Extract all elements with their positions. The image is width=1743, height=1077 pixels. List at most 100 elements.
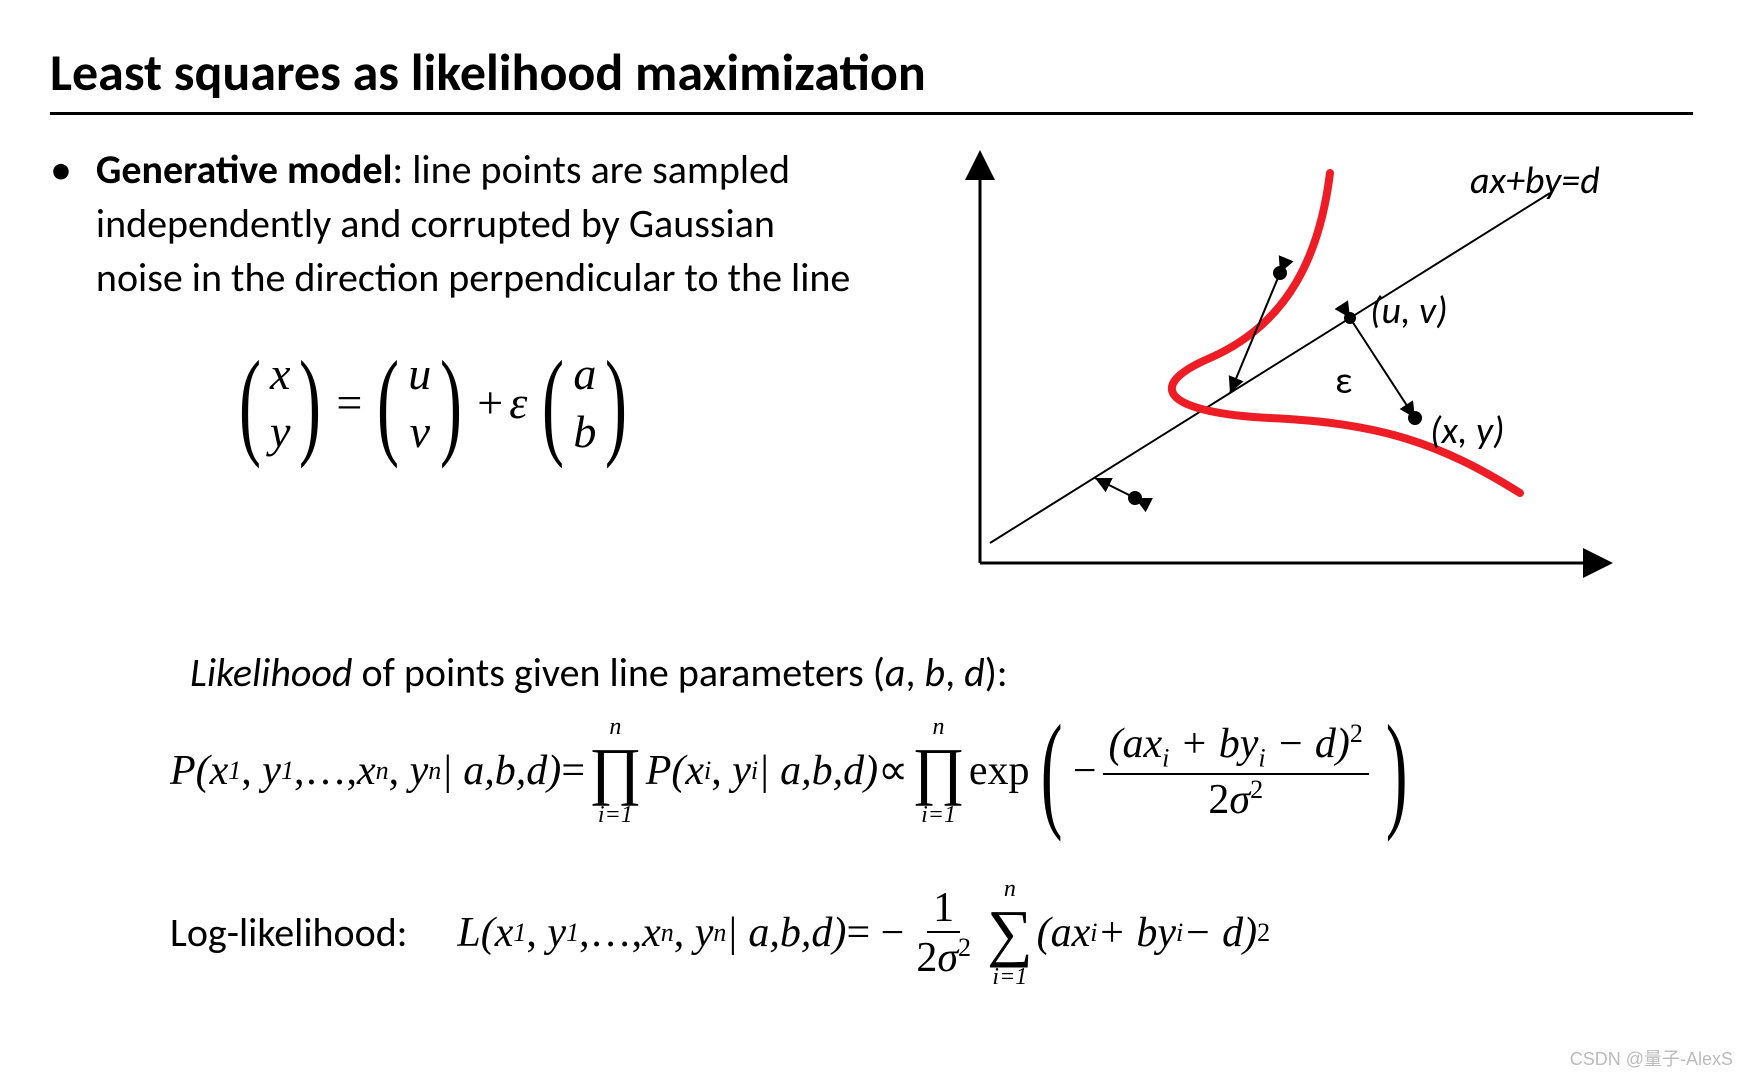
yn1: y <box>410 750 429 792</box>
den-2a: 2 <box>1208 777 1229 823</box>
sq2: 2 <box>1250 775 1263 804</box>
loglikelihood-label: Log-likelihood: <box>170 913 407 953</box>
vec-y: y <box>270 403 290 461</box>
yi1: y <box>732 750 751 792</box>
subi6: i <box>1176 920 1183 946</box>
product-2: n ∏ i=1 <box>912 715 965 827</box>
divider <box>50 112 1693 115</box>
vec-b: b <box>573 403 596 461</box>
bullet-text: Generative model: line points are sample… <box>96 143 870 305</box>
prod-bot-1: i=1 <box>598 803 633 827</box>
y1b: y <box>547 912 566 954</box>
subi4: i <box>1258 743 1265 772</box>
den-sig: σ <box>1229 777 1250 823</box>
vec-u: u <box>408 345 431 403</box>
uv-label: (u, v) <box>1370 288 1448 334</box>
lh-a: a <box>885 648 906 697</box>
xy-label: (x, y) <box>1430 408 1505 454</box>
propto: ∝ <box>878 750 908 792</box>
product-1: n ∏ i=1 <box>589 715 642 827</box>
perp-1 <box>1230 273 1280 393</box>
c1a: , <box>241 750 252 792</box>
vec-ab: ( a b ) <box>533 345 636 460</box>
vec-uv: ( u v ) <box>368 345 471 460</box>
equation-likelihood: P(x1, y1,…,xn, yn | a,b,d) = n ∏ i=1 P(x… <box>170 715 1693 827</box>
plus-sign: + <box>477 376 503 429</box>
yn2: y <box>695 912 714 954</box>
L-open: L(x <box>457 912 513 954</box>
likelihood-rest: of points given line parameters ( <box>353 648 885 697</box>
figure: ax+by=d (u, v) (x, y) ε <box>910 143 1630 598</box>
num-1: 1 <box>927 885 960 933</box>
equation-vector: ( x y ) = ( u v ) + ε ( a <box>230 345 870 460</box>
rparen-big: ) <box>1386 716 1408 827</box>
eq-sign: = <box>336 376 362 429</box>
sq3: 2 <box>958 933 971 962</box>
subn3: n <box>661 920 674 946</box>
vec-a: a <box>573 345 596 403</box>
epsilon: ε <box>509 376 527 429</box>
vec-xy: ( x y ) <box>230 345 330 460</box>
lh-c2: , <box>945 648 964 697</box>
likelihood-italic: Likelihood <box>190 648 353 697</box>
dots1: ,…, <box>294 750 357 792</box>
c5a: , <box>674 912 685 954</box>
lh-d: d <box>964 648 985 697</box>
watermark: CSDN @量子-AlexS <box>1570 1045 1733 1071</box>
fraction-exp: (axi + byi − d)2 2σ2 <box>1103 719 1369 823</box>
subn4: n <box>713 920 726 946</box>
slide-title: Least squares as likelihood maximization <box>50 40 1693 104</box>
vec-x: x <box>270 345 290 403</box>
bullet-marker: • <box>50 143 72 196</box>
vec-v: v <box>410 403 430 461</box>
num-by: + by <box>1169 721 1258 767</box>
c3a: , <box>711 750 722 792</box>
eqsign1: = <box>561 750 585 792</box>
lh-b: b <box>925 648 946 697</box>
den-2b: 2 <box>916 935 937 981</box>
num-ax: (ax <box>1109 721 1163 767</box>
minus: − <box>1073 750 1097 792</box>
dots2: ,…, <box>579 912 642 954</box>
sub1d: 1 <box>566 920 579 946</box>
bullet-bold: Generative model <box>96 145 393 194</box>
cond1: | a,b,d) <box>441 750 561 792</box>
exp: exp <box>969 750 1030 792</box>
figure-svg: ax+by=d (u, v) (x, y) ε <box>910 143 1630 593</box>
term-d: − d) <box>1183 912 1257 954</box>
sq1: 2 <box>1350 719 1363 748</box>
sum-bot: i=1 <box>992 965 1027 989</box>
c4a: , <box>526 912 537 954</box>
perp-2 <box>1095 478 1135 498</box>
cond2: | a,b,d) <box>758 750 878 792</box>
lh-end: ): <box>985 648 1008 697</box>
sq4: 2 <box>1257 920 1270 946</box>
den-sig2: σ <box>937 935 958 981</box>
y1: y <box>262 750 281 792</box>
c2a: , <box>389 750 400 792</box>
subn1: n <box>376 758 389 784</box>
lh-c1: , <box>906 648 925 697</box>
subn2: n <box>428 758 441 784</box>
eqsign2: = − <box>846 912 904 954</box>
subi2: i <box>751 758 758 784</box>
fraction-coef: 1 2σ2 <box>910 885 977 981</box>
Pxi: P(x <box>646 750 704 792</box>
summation: n ∑ i=1 <box>987 877 1033 989</box>
num-d: − d) <box>1266 721 1350 767</box>
sub1a: 1 <box>228 758 241 784</box>
subi1: i <box>704 758 711 784</box>
prod-bot-2: i=1 <box>921 803 956 827</box>
eps-label: ε <box>1335 358 1352 404</box>
sub1c: 1 <box>513 920 526 946</box>
fit-line <box>990 193 1550 543</box>
term-ax: (ax <box>1037 912 1091 954</box>
lparen-big: ( <box>1040 716 1062 827</box>
likelihood-heading: Likelihood of points given line paramete… <box>190 648 1693 697</box>
xn2: x <box>642 912 661 954</box>
sub1b: 1 <box>281 758 294 784</box>
P-open: P(x <box>170 750 228 792</box>
xn1: x <box>357 750 376 792</box>
cond3: | a,b,d) <box>726 912 846 954</box>
term-by: + by <box>1098 912 1176 954</box>
